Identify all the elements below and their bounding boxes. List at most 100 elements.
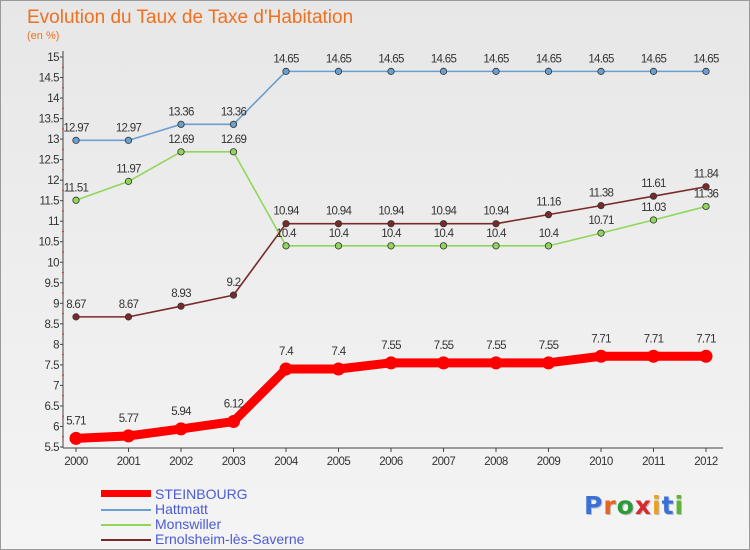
data-point <box>177 148 185 156</box>
data-label: 13.36 <box>221 106 247 118</box>
data-point <box>492 67 500 75</box>
logo-letter: i <box>652 491 662 520</box>
logo-letter: o <box>616 491 635 520</box>
data-label: 8.93 <box>171 288 191 300</box>
data-label: 14.65 <box>483 53 509 65</box>
data-point <box>597 67 605 75</box>
data-label: 13.36 <box>168 106 194 118</box>
data-label: 11.84 <box>694 169 720 181</box>
x-tick-label: 2006 <box>379 456 403 468</box>
data-point <box>649 192 658 200</box>
x-tick-label: 2002 <box>169 456 193 468</box>
data-point <box>597 229 605 237</box>
data-label: 14.65 <box>588 53 614 65</box>
data-point <box>542 356 555 370</box>
data-point <box>332 362 345 376</box>
data-label: 8.67 <box>66 299 86 311</box>
data-label: 10.4 <box>329 228 350 240</box>
data-point <box>492 220 500 228</box>
data-label: 5.94 <box>171 406 192 418</box>
data-label: 12.69 <box>221 134 247 146</box>
data-point <box>384 356 398 370</box>
y-tick-label: 13 <box>47 134 59 146</box>
data-point <box>124 136 133 144</box>
series-ernolsheim-l-s-saverne: 8.67 8.67 8.93 9.2 10.94 10.94 10.94 10.94 10.94… <box>66 169 720 321</box>
data-point <box>387 220 395 228</box>
data-point <box>282 67 290 75</box>
data-label: 10.4 <box>539 228 560 240</box>
y-ticks: 5.5 6 6.5 7 7.5 8 8.5 9 9.5 10 10.5 11 11.5 12 12.5 13 1… <box>39 52 64 454</box>
data-point <box>649 67 658 75</box>
data-point <box>282 242 290 250</box>
data-point <box>387 67 395 75</box>
x-tick-label: 2001 <box>117 456 141 468</box>
data-label: 7.71 <box>644 333 664 345</box>
data-label: 14.65 <box>693 53 719 65</box>
legend-swatch <box>101 490 151 497</box>
x-ticks: 2000 2001 2002 2003 2004 2005 2006 2007 2008 2009… <box>64 448 718 468</box>
proxiti-logo: Proxiti <box>584 491 684 520</box>
y-tick-label: 9 <box>53 298 59 310</box>
data-point <box>594 349 608 363</box>
legend-swatch <box>101 539 151 541</box>
data-point <box>439 242 448 250</box>
data-label: 9.2 <box>227 277 241 289</box>
logo-letter: t <box>661 491 675 520</box>
data-label: 11.36 <box>694 188 719 200</box>
y-tick-label: 11.5 <box>39 196 59 208</box>
legend-label: Monswiller <box>155 516 222 532</box>
data-label: 5.71 <box>66 415 86 427</box>
data-point <box>174 422 188 436</box>
axes <box>62 51 723 449</box>
data-point <box>124 313 133 321</box>
data-point <box>439 220 448 228</box>
data-label: 14.65 <box>273 53 299 65</box>
data-point <box>177 302 185 310</box>
data-label: 10.94 <box>431 206 458 218</box>
data-point <box>699 349 713 363</box>
data-label: 10.4 <box>434 228 455 240</box>
data-label: 11.38 <box>589 188 614 200</box>
x-tick-label: 2007 <box>432 456 456 468</box>
y-tick-label: 10 <box>47 257 59 269</box>
x-tick-label: 2012 <box>694 456 718 468</box>
logo-letter: r <box>603 491 617 520</box>
data-label: 7.55 <box>434 340 454 352</box>
data-point <box>439 67 448 75</box>
data-label: 14.65 <box>378 53 404 65</box>
data-label: 7.71 <box>591 333 611 345</box>
data-point <box>334 67 343 75</box>
data-label: 7.4 <box>332 346 347 358</box>
data-point <box>544 242 553 250</box>
logo-letter: x <box>634 491 652 520</box>
y-tick-label: 6 <box>53 421 59 433</box>
x-tick-label: 2009 <box>537 456 561 468</box>
data-label: 11.97 <box>116 163 141 175</box>
data-label: 14.65 <box>326 53 352 65</box>
data-point <box>597 202 605 210</box>
data-point <box>489 356 503 370</box>
y-tick-label: 12 <box>47 175 59 187</box>
data-point <box>702 202 710 211</box>
data-label: 7.71 <box>696 333 716 345</box>
data-point <box>72 196 80 204</box>
legend-swatch <box>101 509 151 511</box>
y-tick-label: 6.5 <box>45 401 60 413</box>
logo-letter: P <box>584 491 604 520</box>
chart-title: Evolution du Taux de Taxe d'Habitation <box>27 7 354 28</box>
data-point <box>702 67 710 75</box>
y-tick-label: 7.5 <box>45 360 60 372</box>
data-label: 10.94 <box>483 206 510 218</box>
data-point <box>544 67 553 75</box>
data-point <box>177 120 185 128</box>
data-label: 10.71 <box>588 215 614 227</box>
data-point <box>387 242 395 250</box>
data-point <box>229 120 238 128</box>
legend-label: Ernolsheim-lès-Saverne <box>155 531 305 547</box>
data-label: 12.97 <box>63 122 89 134</box>
data-label: 10.4 <box>381 228 402 240</box>
x-tick-label: 2005 <box>327 456 351 468</box>
data-point <box>702 183 710 191</box>
logo-letter: i <box>674 491 685 520</box>
